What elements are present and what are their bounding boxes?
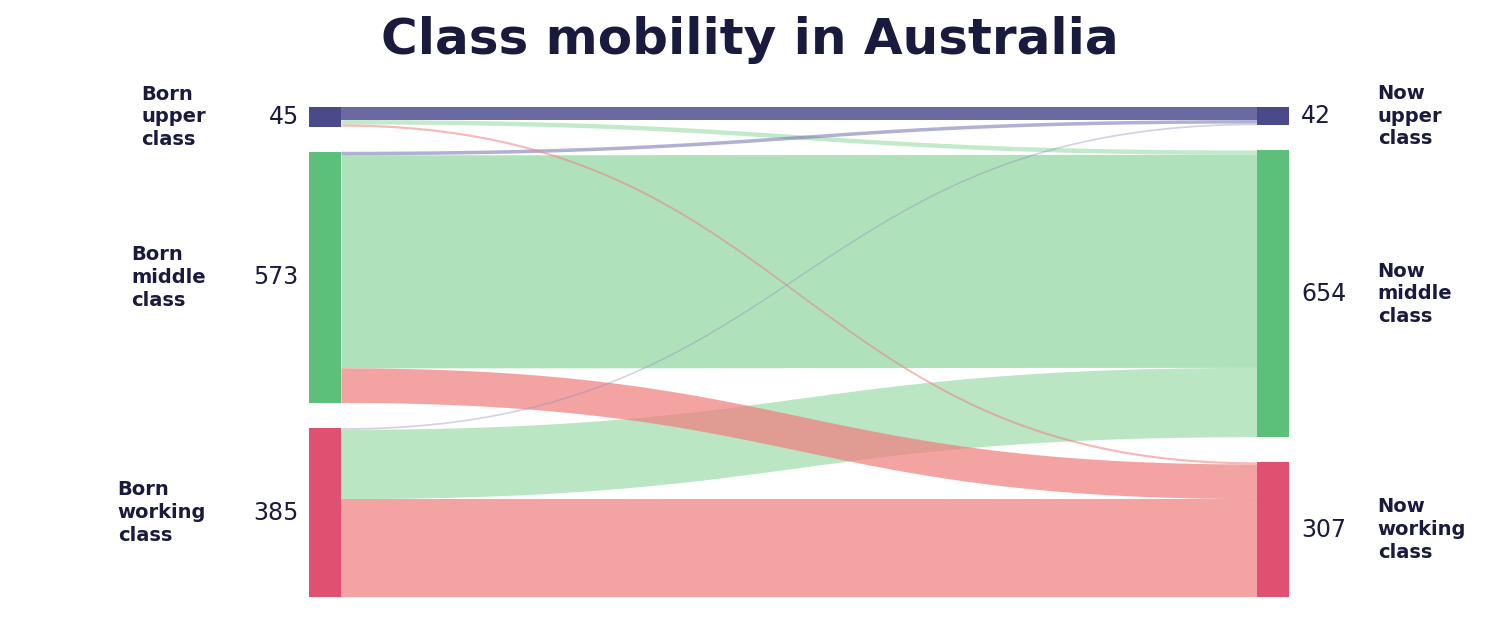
Text: 654: 654: [1300, 282, 1347, 306]
Polygon shape: [342, 499, 1257, 597]
Text: 307: 307: [1300, 517, 1347, 542]
Polygon shape: [342, 120, 1257, 155]
Bar: [1257, 151, 1290, 437]
Text: Born
middle
class: Born middle class: [132, 245, 206, 310]
Text: Now
upper
class: Now upper class: [1377, 84, 1443, 148]
Text: Class mobility in Australia: Class mobility in Australia: [381, 16, 1119, 64]
Text: 45: 45: [268, 104, 298, 129]
Polygon shape: [342, 124, 1257, 430]
Polygon shape: [342, 369, 1257, 499]
Polygon shape: [342, 124, 1257, 465]
Bar: [309, 107, 342, 127]
Bar: [1257, 462, 1290, 597]
Polygon shape: [342, 368, 1257, 499]
Polygon shape: [342, 107, 1257, 120]
Text: 42: 42: [1300, 104, 1332, 128]
Text: 385: 385: [254, 501, 298, 524]
Text: Born
working
class: Born working class: [117, 480, 206, 545]
Polygon shape: [342, 120, 1257, 155]
Text: Now
middle
class: Now middle class: [1377, 262, 1452, 326]
Bar: [309, 428, 342, 597]
Bar: [309, 152, 342, 403]
Text: 573: 573: [254, 265, 298, 289]
Bar: [1257, 107, 1290, 126]
Polygon shape: [342, 155, 1257, 369]
Text: Now
working
class: Now working class: [1377, 497, 1466, 562]
Text: Born
upper
class: Born upper class: [141, 85, 206, 149]
